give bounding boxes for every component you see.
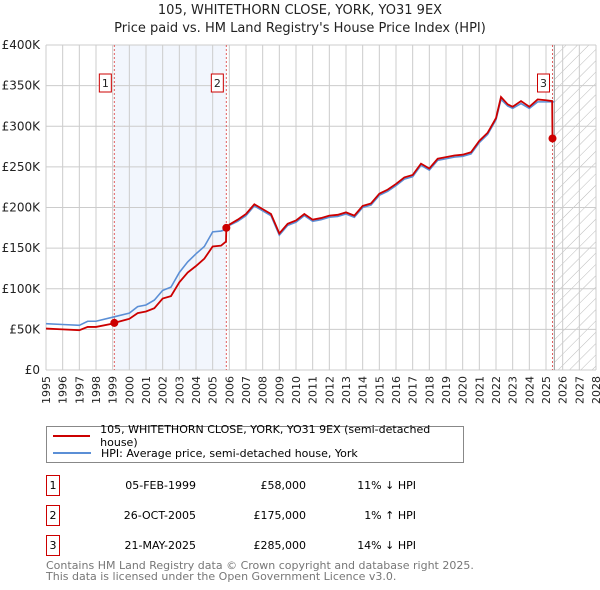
x-tick-label: 2024 bbox=[523, 376, 536, 404]
x-tick-label: 2013 bbox=[340, 376, 353, 404]
transaction-date: 26-OCT-2005 bbox=[123, 509, 196, 522]
x-tick-label: 2005 bbox=[207, 376, 220, 404]
x-tick-label: 1997 bbox=[73, 376, 86, 404]
price-chart: 1995 1996 1997 1998 1999 2000 2001 2002 2003 2004… bbox=[2, 38, 600, 404]
y-tick-label: £200K bbox=[2, 201, 42, 215]
legend: 105, WHITETHORN CLOSE, YORK, YO31 9EX (s… bbox=[46, 423, 464, 463]
legend-label: HPI: Average price, semi-detached house,… bbox=[101, 446, 358, 460]
sale-label: 2 bbox=[214, 77, 221, 90]
transaction-hpi: 11% ↓ HPI bbox=[357, 479, 416, 492]
x-tick-label: 2015 bbox=[373, 376, 386, 404]
transaction-hpi: 1% ↑ HPI bbox=[364, 509, 416, 522]
legend-swatch-blue bbox=[53, 452, 91, 454]
footer-line: Contains HM Land Registry data © Crown c… bbox=[46, 559, 474, 572]
y-tick-label: £150K bbox=[2, 241, 42, 255]
sale-point bbox=[110, 318, 119, 327]
y-tick-label: £350K bbox=[2, 79, 42, 93]
y-tick-label: £100K bbox=[2, 282, 42, 296]
hpi-series-line bbox=[45, 97, 555, 327]
x-tick-label: 1999 bbox=[107, 376, 120, 404]
marker-badge: 1 bbox=[46, 475, 60, 496]
sale-point bbox=[548, 134, 557, 143]
y-tick-label: £0 bbox=[25, 363, 40, 377]
sale-label-box bbox=[537, 73, 550, 93]
x-tick-label: 2019 bbox=[440, 376, 453, 404]
transaction-price: £175,000 bbox=[253, 509, 307, 522]
footer-note: Contains HM Land Registry data © Crown c… bbox=[46, 560, 474, 582]
x-tick-label: 1998 bbox=[90, 376, 103, 404]
marker-badge: 2 bbox=[46, 505, 60, 526]
x-tick-label: 2021 bbox=[473, 376, 486, 404]
x-tick-label: 2022 bbox=[490, 376, 503, 404]
x-tick-label: 2023 bbox=[507, 376, 520, 404]
x-tick-label: 2020 bbox=[457, 376, 470, 404]
x-tick-label: 2009 bbox=[273, 376, 286, 404]
x-tick-label: 1995 bbox=[40, 376, 53, 404]
x-tick-label: 2016 bbox=[390, 376, 403, 404]
sale-label-box bbox=[98, 73, 112, 93]
x-tick-label: 2025 bbox=[540, 376, 553, 404]
x-tick-label: 2027 bbox=[573, 376, 586, 404]
x-tick-label: 1996 bbox=[57, 376, 70, 404]
marker-badge: 3 bbox=[46, 535, 60, 556]
x-tick-label: 2014 bbox=[357, 376, 370, 404]
legend-item-hpi: HPI: Average price, semi-detached house,… bbox=[53, 445, 358, 461]
sale-point bbox=[222, 223, 231, 232]
transaction-price: £58,000 bbox=[260, 479, 307, 492]
x-tick-label: 2018 bbox=[423, 376, 436, 404]
transaction-row: 1 05-FEB-1999 £58,000 11% ↓ HPI bbox=[46, 475, 506, 496]
sale-label-box bbox=[210, 73, 224, 93]
property-series-line bbox=[45, 95, 554, 332]
y-tick-label: £300K bbox=[2, 119, 42, 133]
transaction-date: 05-FEB-1999 bbox=[125, 479, 196, 492]
x-tick-label: 2008 bbox=[257, 376, 270, 404]
chart-subtitle: Price paid vs. HM Land Registry's House … bbox=[114, 21, 486, 36]
legend-label: 105, WHITETHORN CLOSE, YORK, YO31 9EX (s… bbox=[100, 423, 431, 449]
transaction-row: 2 26-OCT-2005 £175,000 1% ↑ HPI bbox=[46, 505, 506, 526]
legend-item-property: 105, WHITETHORN CLOSE, YORK, YO31 9EX (s… bbox=[53, 423, 463, 449]
x-tick-label: 2017 bbox=[407, 376, 420, 404]
x-tick-label: 2001 bbox=[140, 376, 153, 404]
legend-swatch-red bbox=[53, 435, 91, 437]
transaction-row: 3 21-MAY-2025 £285,000 14% ↓ HPI bbox=[46, 535, 506, 556]
x-tick-label: 2006 bbox=[223, 376, 236, 404]
x-tick-label: 2028 bbox=[590, 376, 600, 404]
x-tick-label: 2004 bbox=[190, 376, 203, 404]
transaction-hpi: 14% ↓ HPI bbox=[357, 539, 416, 552]
x-tick-label: 2007 bbox=[240, 376, 253, 404]
x-tick-label: 2011 bbox=[307, 376, 320, 404]
x-tick-label: 2012 bbox=[323, 376, 336, 404]
y-tick-label: £400K bbox=[2, 38, 42, 52]
sale-label: 1 bbox=[102, 77, 109, 90]
y-tick-label: £50K bbox=[9, 322, 41, 336]
sale-label: 3 bbox=[540, 77, 547, 90]
x-tick-label: 2000 bbox=[123, 376, 136, 404]
x-tick-label: 2026 bbox=[557, 376, 570, 404]
chart-title: 105, WHITETHORN CLOSE, YORK, YO31 9EX bbox=[157, 3, 443, 18]
x-tick-label: 2010 bbox=[290, 376, 303, 404]
x-tick-label: 2003 bbox=[173, 376, 186, 404]
x-tick-label: 2002 bbox=[157, 376, 170, 404]
transaction-date: 21-MAY-2025 bbox=[124, 539, 196, 552]
footer-line: This data is licensed under the Open Gov… bbox=[46, 570, 397, 583]
y-tick-label: £250K bbox=[2, 160, 42, 174]
transaction-price: £285,000 bbox=[253, 539, 307, 552]
